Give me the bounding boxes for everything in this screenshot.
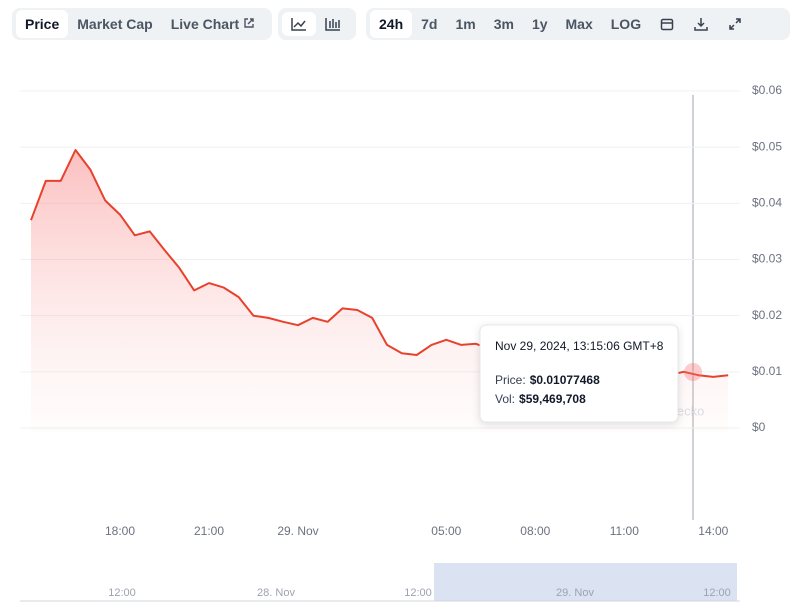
icon xyxy=(660,18,674,31)
range[interactable]: 3m xyxy=(493,16,514,32)
hover-marker xyxy=(684,363,702,381)
range[interactable]: Max xyxy=(565,16,593,32)
x-tick-label: 18:00 xyxy=(105,524,135,538)
navigator-selection xyxy=(434,563,737,601)
area xyxy=(31,150,729,432)
watermark: CoinGecko xyxy=(640,403,704,418)
icon xyxy=(694,18,708,31)
x-tick-label: 14:00 xyxy=(698,524,728,538)
y-tick-label: $0.01 xyxy=(752,364,782,378)
line xyxy=(30,149,729,378)
range[interactable]: 24h xyxy=(370,10,413,38)
x-tick-label: 08:00 xyxy=(520,524,550,538)
chart-type-group xyxy=(278,8,356,40)
x-tick-label: 05:00 xyxy=(431,524,461,538)
range[interactable]: 1m xyxy=(455,16,476,32)
range[interactable]: 7d xyxy=(421,16,438,32)
tooltip-date: Nov 29, 2024, 13:15:06 GMT+8 xyxy=(495,339,664,353)
navigator-label: 12:00 xyxy=(404,587,432,599)
tab-group: Price Market Cap Live Chart xyxy=(12,8,272,40)
y-tick-label: $0.03 xyxy=(752,252,782,266)
line-icon[interactable] xyxy=(282,12,316,36)
y-tick-label: $0 xyxy=(752,420,766,434)
vol-label: Vol: xyxy=(495,392,515,406)
navigator-label: 28. Nov xyxy=(257,587,295,599)
x-tick-label: 29. Nov xyxy=(277,524,318,538)
tooltip-vol: Vol: $59,469,708 xyxy=(495,392,586,406)
download-icon[interactable] xyxy=(684,12,718,36)
expand-icon[interactable] xyxy=(718,12,752,36)
y-tick-label: $0.06 xyxy=(752,83,782,97)
calendar-icon[interactable] xyxy=(650,12,684,36)
navigator-label: 12:00 xyxy=(108,587,136,599)
tooltip-box xyxy=(479,324,679,423)
icon xyxy=(291,18,306,31)
tab[interactable]: Price xyxy=(16,10,69,38)
external-icon xyxy=(244,18,254,28)
range[interactable]: LOG xyxy=(610,16,642,32)
range-group: 24h 7d 1m 3m 1y Max LOG xyxy=(366,8,790,40)
navigator-label: 29. Nov xyxy=(556,587,594,599)
tab-label: Live Chart xyxy=(170,16,240,32)
y-tick-label: $0.04 xyxy=(752,196,782,210)
y-tick-label: $0.02 xyxy=(752,308,782,322)
price-label: Price: xyxy=(495,373,526,387)
tab[interactable]: Market Cap xyxy=(77,16,153,32)
vol-value: $59,469,708 xyxy=(519,392,586,406)
tab[interactable]: Live Chart xyxy=(162,10,264,38)
tooltip-price: Price: $0.01077468 xyxy=(495,373,600,387)
tooltip: Nov 29, 2024, 13:15:06 GMT+8 Price: $0.010… xyxy=(479,324,679,423)
navigator-label: 12:00 xyxy=(703,587,731,599)
y-tick-label: $0.05 xyxy=(752,139,782,153)
price-value: $0.01077468 xyxy=(530,373,600,387)
icon xyxy=(729,18,741,30)
range[interactable]: 1y xyxy=(531,16,548,32)
x-tick-label: 11:00 xyxy=(610,524,639,538)
x-tick-label: 21:00 xyxy=(194,524,224,538)
icon xyxy=(325,18,340,31)
candle-icon[interactable] xyxy=(316,12,350,36)
